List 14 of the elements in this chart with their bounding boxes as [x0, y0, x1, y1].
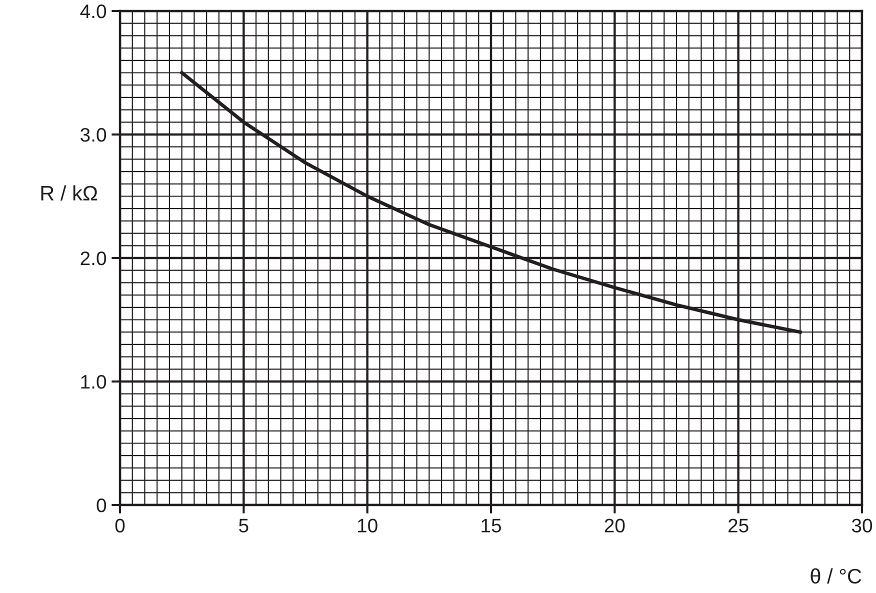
y-tick-label: 2.0: [80, 251, 106, 266]
y-tick-label: 3.0: [80, 128, 106, 142]
y-tick-label: 0: [96, 498, 106, 512]
x-tick-label: 0: [115, 518, 125, 532]
x-tick-label: 30: [852, 518, 872, 532]
x-tick-label: 10: [358, 518, 378, 532]
x-tick-label: 20: [604, 518, 625, 532]
y-tick-label: 1.0: [81, 374, 106, 389]
x-tick-label: 15: [482, 518, 501, 532]
x-axis-title: θ / °C: [810, 568, 862, 584]
y-axis-title: R / kΩ: [41, 185, 98, 201]
y-tick-label: 4.0: [80, 4, 106, 18]
x-tick-label: 5: [239, 518, 248, 532]
x-tick-label: 25: [728, 518, 748, 532]
